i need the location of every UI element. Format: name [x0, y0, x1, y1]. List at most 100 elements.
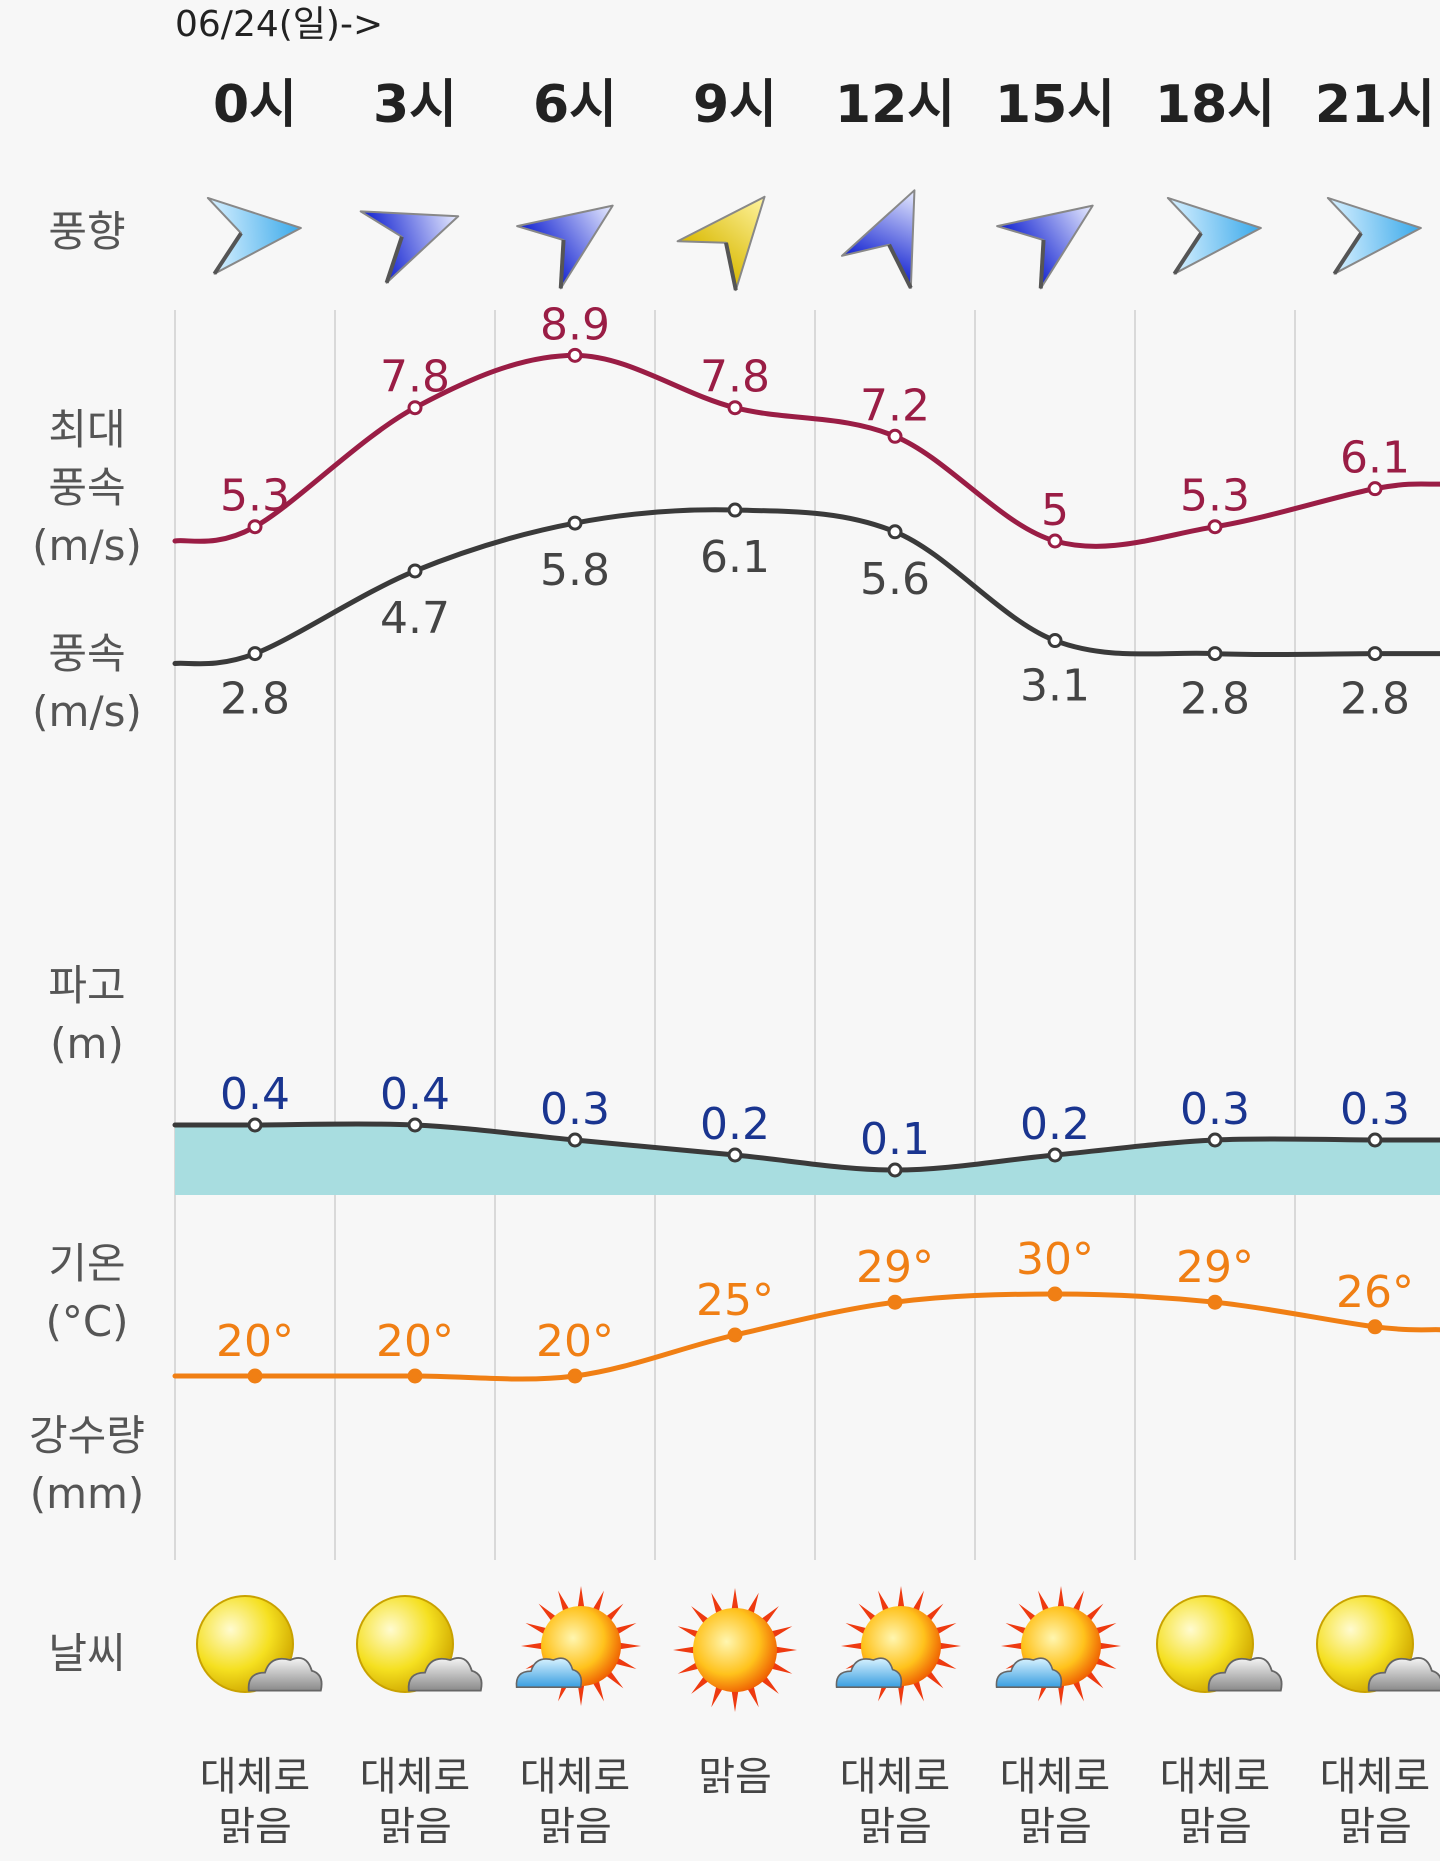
wind-direction-arrow-icon	[516, 204, 614, 290]
wave-height-value: 0.3	[1340, 1084, 1410, 1135]
arrow-edge	[212, 232, 243, 275]
grid-lines	[174, 310, 1296, 1560]
temperature-value: 20°	[536, 1316, 614, 1367]
weather-condition-label: 맑음	[1018, 1804, 1092, 1850]
temperature-label: (°C)	[45, 1297, 128, 1346]
max-wind-speed-line	[172, 352, 1440, 549]
weather-condition-label: 맑음	[1338, 1804, 1412, 1850]
weather-condition-label: 대체로	[1160, 1754, 1270, 1800]
cloud-outline	[1207, 1657, 1283, 1692]
temperature-point	[1367, 1319, 1383, 1335]
wind-direction-arrow-icon	[206, 196, 302, 275]
max-wind-speed-point	[887, 428, 903, 444]
cloud-outline	[407, 1657, 483, 1692]
wind-speed-point	[247, 646, 263, 662]
sun-cloud-icon	[356, 1595, 483, 1693]
cloud-shape	[995, 1657, 1063, 1689]
wave-height-point	[1207, 1132, 1223, 1148]
max-wind-speed-label: 최대	[48, 405, 125, 454]
cloud-outline	[835, 1657, 903, 1689]
wind-direction-arrow-icon	[996, 204, 1094, 290]
max-wind-speed-point	[1047, 533, 1063, 549]
sun-rays-icon	[673, 1588, 797, 1712]
temperature-value: 25°	[696, 1275, 774, 1326]
hour-label: 9시	[693, 75, 777, 135]
wind-speed-point	[1207, 646, 1223, 662]
wind-direction-arrow-icon	[840, 189, 916, 289]
max-wind-speed-value: 5.3	[220, 471, 290, 522]
wind-speed-value: 5.6	[860, 554, 930, 605]
wave-height-value: 0.1	[860, 1114, 930, 1165]
sun-rays-cloud-icon	[995, 1586, 1121, 1706]
hour-label: 0시	[213, 75, 297, 135]
max-wind-speed-point	[1367, 481, 1383, 497]
cloud-shape	[1367, 1657, 1440, 1692]
sun-cloud-icon	[196, 1595, 323, 1693]
wind-speed-point	[407, 563, 423, 579]
wind-speed-point	[567, 515, 583, 531]
hour-label: 18시	[1155, 75, 1275, 135]
temperature-point	[567, 1368, 583, 1384]
wave-height-point	[247, 1117, 263, 1133]
cloud-outline	[515, 1657, 583, 1689]
date-label: 06/24(일)->	[175, 4, 383, 45]
sun-cloud-icon	[1316, 1595, 1440, 1693]
wave-height-value: 0.4	[220, 1069, 290, 1120]
wind-speed-value: 2.8	[1340, 674, 1410, 725]
wind-speed-value: 3.1	[1020, 661, 1090, 712]
max-wind-speed-point	[727, 400, 743, 416]
weather-condition-label: 맑음	[1178, 1804, 1252, 1850]
weather-condition-label: 대체로	[1000, 1754, 1110, 1800]
wave-height-area	[175, 1123, 1440, 1195]
weather-condition-label: 대체로	[840, 1754, 950, 1800]
arrow-head	[359, 210, 460, 284]
arrow-edge	[724, 242, 738, 291]
wind-speed-point	[727, 502, 743, 518]
wind-direction-label: 풍향	[48, 207, 125, 256]
cloud-outline	[1367, 1657, 1440, 1692]
temperature-label: 기온	[48, 1239, 125, 1288]
hour-label: 3시	[373, 75, 457, 135]
hour-header: 0시 3시 6시 9시 12시 15시 18시 21시	[213, 75, 1435, 135]
temperature-line	[172, 1291, 1440, 1382]
wind-direction-arrow-icon	[1326, 196, 1422, 275]
sun-rays	[673, 1588, 797, 1712]
wind-direction-arrow-icon	[1166, 196, 1262, 275]
weather-label: 날씨	[48, 1629, 125, 1678]
arrow-edge	[1332, 232, 1363, 275]
weather-condition-label: 대체로	[200, 1754, 310, 1800]
cloud-outline	[995, 1657, 1063, 1689]
arrow-head	[996, 204, 1094, 290]
wind-speed-value: 6.1	[700, 532, 770, 583]
wind-speed-point	[1367, 646, 1383, 662]
weather-condition-label: 맑음	[378, 1804, 452, 1850]
temperature-point	[1047, 1286, 1063, 1302]
precipitation-label: 강수량	[29, 1411, 145, 1460]
cloud-outline	[247, 1657, 323, 1692]
weather-condition-label: 맑음	[538, 1804, 612, 1850]
wave-height-value: 0.2	[700, 1099, 770, 1150]
max-wind-speed-value: 6.1	[1340, 433, 1410, 484]
temperature-point	[727, 1327, 743, 1343]
temperature-point	[407, 1368, 423, 1384]
wave-height-value: 0.4	[380, 1069, 450, 1120]
weather-condition-label: 대체로	[360, 1754, 470, 1800]
max-wind-speed-value: 5.3	[1180, 471, 1250, 522]
max-wind-speed-point	[247, 519, 263, 535]
wave-height-value: 0.3	[540, 1084, 610, 1135]
arrow-edge	[558, 239, 566, 289]
temperature-value: 20°	[216, 1316, 294, 1367]
cloud-shape	[247, 1657, 323, 1692]
wave-height-point	[1047, 1147, 1063, 1163]
chart-marks: 5.3 7.8 8.9 7.8 7.2 5 5.3 6.1 2.8 4.7 5.8 6.1 5.6 3.1…	[216, 299, 1414, 1384]
temperature-point	[1207, 1294, 1223, 1310]
wind-speed-line	[172, 507, 1440, 667]
arrow-edge	[1172, 232, 1203, 275]
wave-height-value: 0.2	[1020, 1099, 1090, 1150]
cloud-shape	[1207, 1657, 1283, 1692]
wave-height-point	[567, 1132, 583, 1148]
precipitation-label: (mm)	[30, 1469, 145, 1518]
hour-label: 21시	[1315, 75, 1435, 135]
wind-direction-row	[206, 189, 1422, 292]
